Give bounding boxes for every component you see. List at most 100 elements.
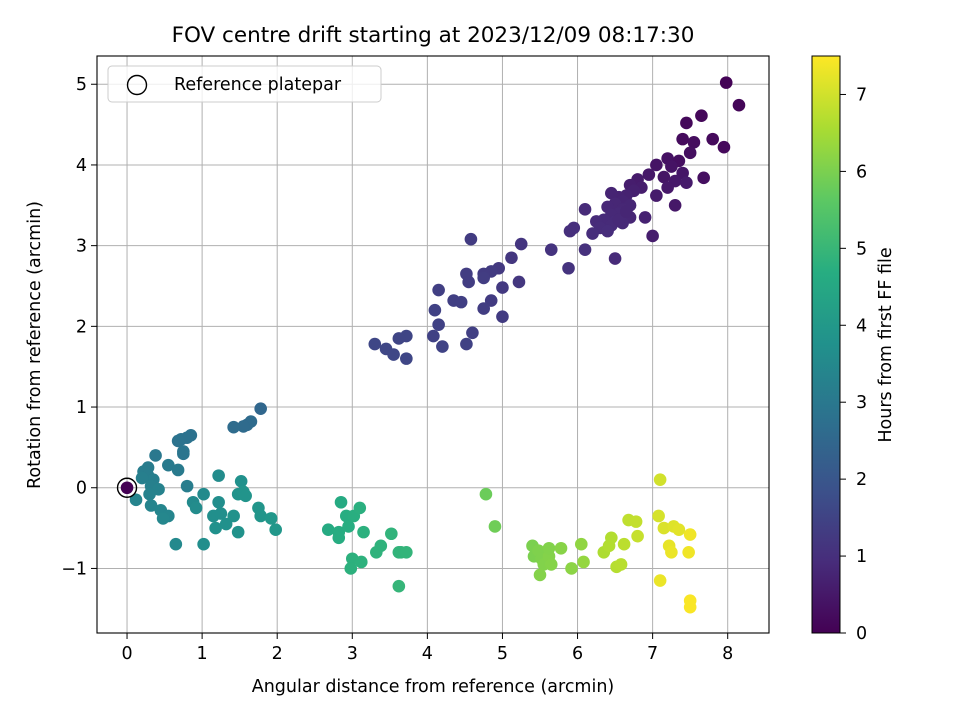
scatter-point (180, 479, 194, 493)
y-tick-label: 2 (76, 317, 87, 337)
colorbar (812, 56, 840, 633)
scatter-point (605, 186, 618, 200)
scatter-point (374, 539, 388, 553)
scatter-point (586, 227, 599, 240)
scatter-point (162, 458, 175, 472)
scatter-point (477, 302, 490, 315)
scatter-points (116, 76, 746, 614)
scatter-point (577, 555, 590, 569)
y-tick-label: 0 (76, 479, 87, 499)
scatter-point (657, 170, 671, 184)
colorbar-tick-label: 7 (856, 85, 867, 105)
scatter-point (342, 520, 355, 533)
scatter-point (353, 501, 367, 515)
scatter-point (254, 509, 267, 523)
scatter-point (357, 525, 370, 539)
scatter-point (554, 541, 568, 555)
x-tick-label: 0 (121, 644, 132, 664)
scatter-point (144, 499, 158, 512)
scatter-point (719, 76, 733, 89)
scatter-point (653, 473, 667, 486)
scatter-point (400, 352, 413, 365)
scatter-point (120, 481, 134, 495)
scatter-point (197, 537, 210, 551)
scatter-point (177, 447, 190, 461)
scatter-point (436, 340, 449, 353)
scatter-point (171, 434, 185, 448)
x-tick-label: 4 (422, 644, 433, 664)
scatter-point (392, 332, 406, 345)
colorbar-tick-label: 2 (856, 470, 867, 490)
scatter-point (578, 243, 592, 256)
y-axis-ticks: −1 0 1 2 3 4 5 (61, 75, 97, 579)
scatter-point (143, 487, 156, 501)
colorbar-ticks: 0 1 2 3 4 5 6 7 (840, 85, 867, 644)
scatter-point (665, 546, 678, 559)
scatter-point (687, 136, 701, 149)
scatter-point (505, 251, 518, 265)
scatter-point (477, 271, 490, 285)
scatter-point (614, 558, 628, 571)
scatter-point (432, 283, 445, 297)
scatter-point (464, 232, 478, 246)
scatter-point (227, 420, 240, 434)
x-tick-label: 5 (497, 644, 508, 664)
scatter-point (544, 558, 558, 571)
scatter-point (642, 168, 656, 181)
scatter-point (620, 205, 633, 219)
y-axis-label: Rotation from reference (arcmin) (25, 201, 45, 489)
colorbar-frame (811, 55, 841, 634)
scatter-point (676, 166, 689, 180)
scatter-point (605, 531, 618, 545)
y-tick-label: −1 (61, 559, 87, 579)
plot-area-frame (96, 55, 770, 634)
colorbar-tick-label: 4 (856, 316, 867, 336)
colorbar-tick-label: 6 (856, 162, 867, 182)
scatter-point (563, 224, 577, 238)
scatter-point (574, 537, 588, 551)
x-tick-label: 3 (347, 644, 358, 664)
colorbar-tick-label: 5 (856, 239, 867, 259)
scatter-point (368, 337, 382, 351)
scatter-point (514, 237, 528, 251)
colorbar-tick-label: 0 (856, 624, 867, 644)
scatter-point (269, 523, 282, 537)
scatter-point (197, 487, 210, 501)
colorbar-label: Hours from first FF file (876, 247, 896, 442)
x-tick-label: 1 (197, 644, 208, 664)
scatter-point (680, 176, 693, 189)
scatter-point (129, 493, 143, 507)
scatter-point (209, 521, 222, 535)
scatter-point (432, 318, 445, 332)
scatter-point (332, 531, 346, 545)
scatter-point (706, 132, 719, 146)
x-tick-label: 8 (722, 644, 733, 664)
scatter-point (427, 329, 440, 343)
scatter-point (354, 555, 368, 569)
scatter-point (565, 562, 578, 575)
scatter-point (189, 501, 203, 515)
x-tick-label: 7 (647, 644, 658, 664)
scatter-point (171, 463, 185, 477)
scatter-point (672, 523, 686, 537)
scatter-point (683, 528, 697, 541)
legend: Reference platepar (107, 65, 382, 103)
scatter-point (676, 132, 689, 146)
scatter-point (697, 171, 710, 185)
scatter-point (237, 420, 250, 433)
scatter-point (496, 281, 509, 294)
scatter-point (683, 146, 697, 160)
x-tick-label: 6 (572, 644, 583, 664)
legend-label: Reference platepar (174, 75, 342, 95)
scatter-point (608, 252, 622, 265)
scatter-point (665, 160, 678, 173)
scatter-point (682, 546, 695, 559)
scatter-point (544, 243, 558, 256)
scatter-point (668, 198, 682, 212)
scatter-point (732, 98, 746, 112)
scatter-point (212, 469, 225, 482)
scatter-point (533, 568, 547, 582)
scatter-point (542, 541, 556, 555)
scatter-point (344, 562, 358, 575)
